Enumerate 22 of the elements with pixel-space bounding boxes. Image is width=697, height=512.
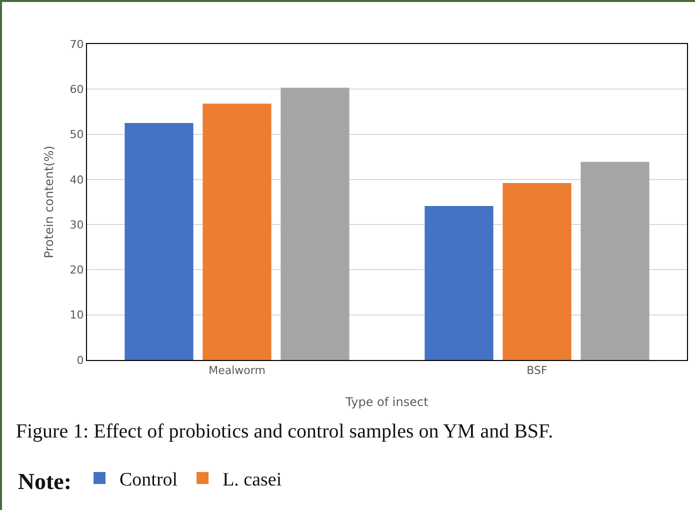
y-tick-label: 40	[70, 173, 84, 186]
bar	[280, 88, 350, 360]
bar	[502, 183, 572, 360]
x-axis-title: Type of insect	[344, 395, 429, 409]
y-tick-label: 20	[70, 264, 84, 277]
y-tick-label: 60	[70, 82, 84, 96]
legend-label: Control	[120, 469, 178, 490]
y-tick-label: 0	[76, 354, 84, 367]
bar	[124, 123, 194, 360]
x-tick-label: Mealworm	[208, 364, 266, 378]
legend-title: Note:	[18, 469, 72, 494]
bar	[202, 104, 272, 360]
bar	[580, 162, 650, 360]
x-tick-label: BSF	[526, 364, 548, 378]
y-tick-label: 30	[70, 218, 84, 232]
y-tick-label: 50	[70, 128, 84, 142]
legend-label: L. casei	[222, 469, 282, 490]
y-axis-title: Protein content(%)	[42, 146, 56, 258]
bar	[424, 206, 494, 360]
y-tick-label: 70	[70, 38, 84, 51]
y-tick-label: 10	[70, 308, 84, 322]
text: Figure 1: Effect of probiotics and control samples on YM and BSF.	[16, 420, 554, 443]
